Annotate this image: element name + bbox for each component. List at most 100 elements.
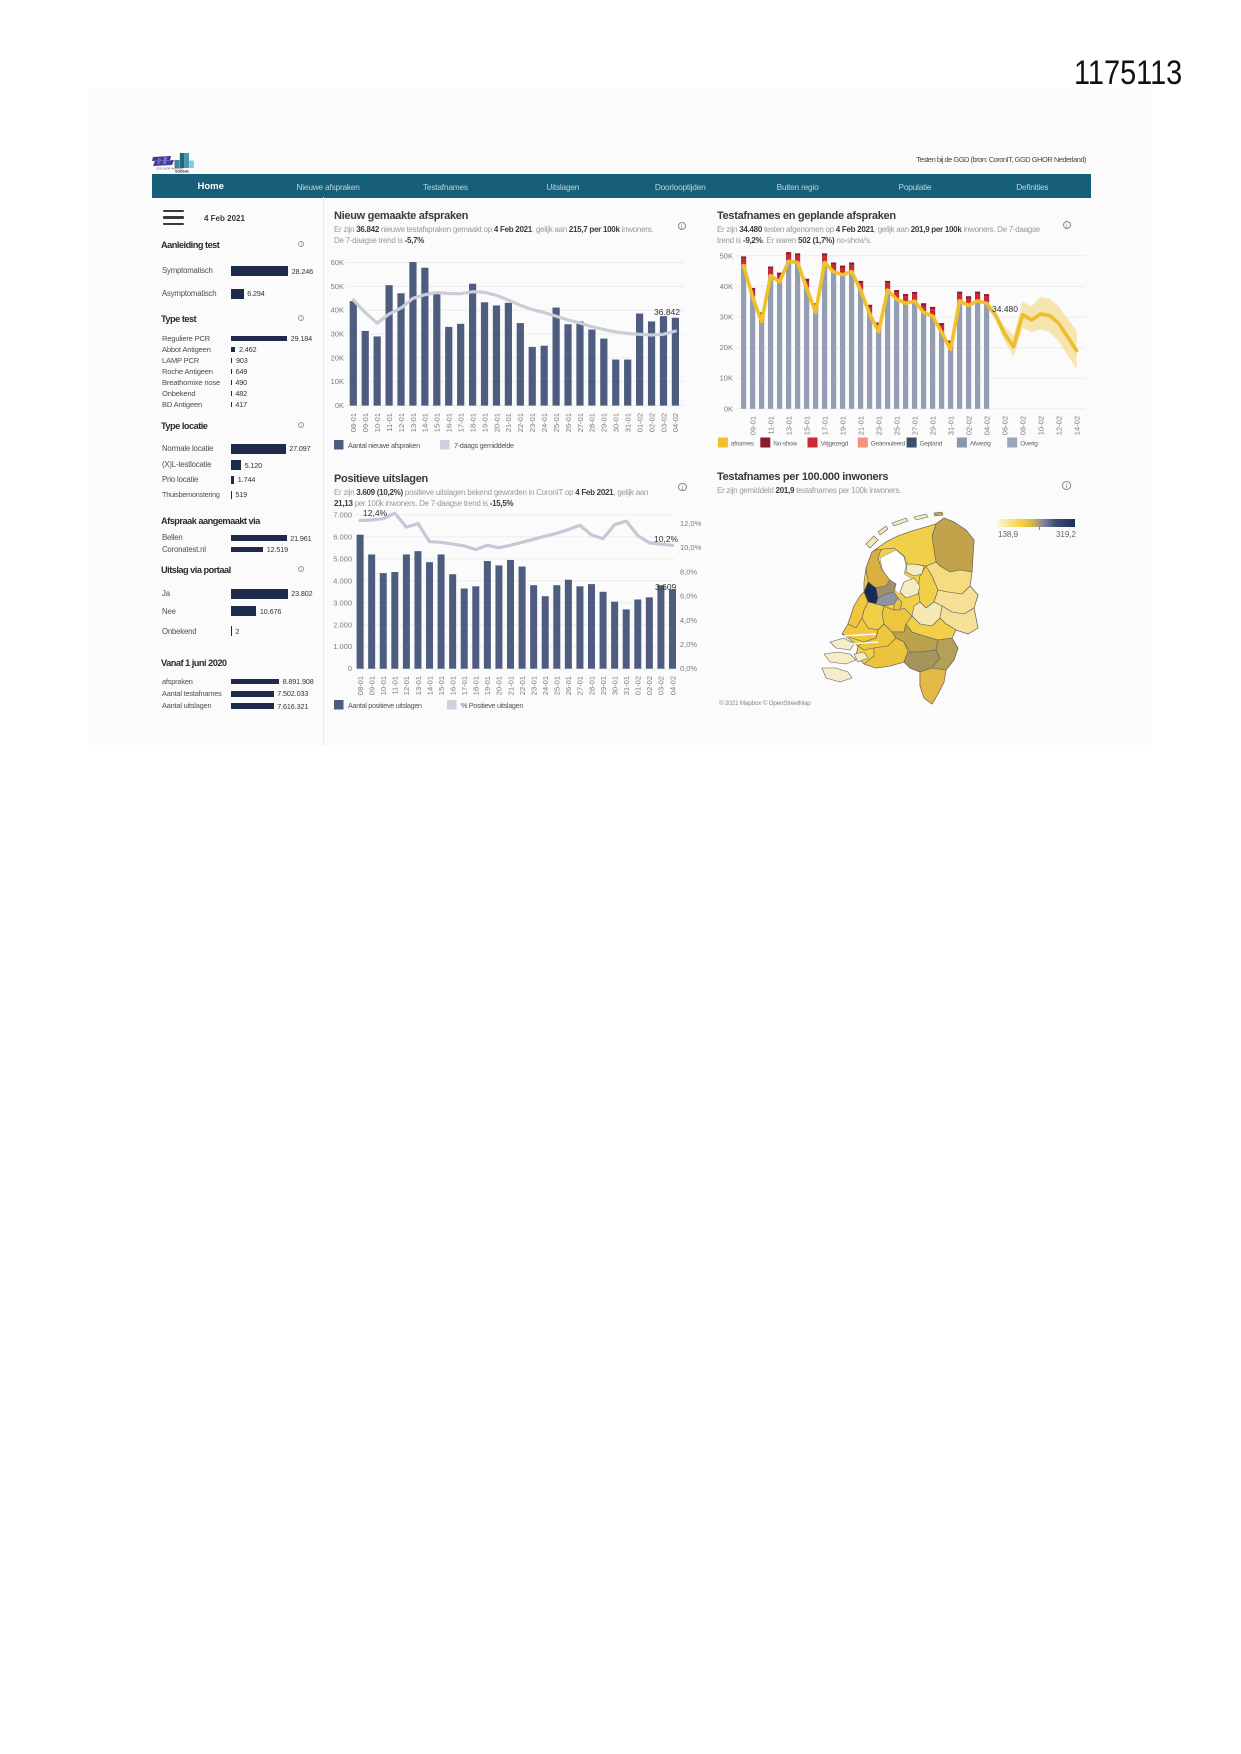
svg-text:08-01: 08-01 — [349, 413, 358, 432]
svg-text:29-01: 29-01 — [928, 416, 937, 435]
svg-text:Geannuleerd: Geannuleerd — [871, 441, 906, 448]
svg-text:17-01: 17-01 — [457, 413, 466, 432]
svg-text:36.842: 36.842 — [654, 307, 680, 317]
svg-text:06-02: 06-02 — [1000, 416, 1009, 435]
svg-text:30K: 30K — [331, 330, 344, 339]
svg-text:16-01: 16-01 — [445, 413, 454, 432]
svg-text:0: 0 — [348, 664, 352, 673]
svg-text:27-01: 27-01 — [910, 416, 919, 435]
svg-text:09-01: 09-01 — [361, 413, 370, 432]
svg-text:8,0%: 8,0% — [680, 567, 697, 576]
svg-text:27-01: 27-01 — [576, 413, 585, 432]
svg-text:12,4%: 12,4% — [363, 508, 388, 518]
svg-text:4.000: 4.000 — [333, 576, 352, 585]
svg-text:02-02: 02-02 — [645, 676, 654, 695]
svg-text:25-01: 25-01 — [892, 416, 901, 435]
svg-text:02-02: 02-02 — [964, 416, 973, 435]
svg-text:11-01: 11-01 — [391, 676, 400, 695]
svg-text:13-01: 13-01 — [414, 676, 423, 695]
svg-text:40K: 40K — [720, 282, 733, 291]
svg-text:29-01: 29-01 — [599, 676, 608, 695]
svg-text:60K: 60K — [331, 258, 344, 267]
svg-text:25-01: 25-01 — [552, 413, 561, 432]
svg-text:30-01: 30-01 — [610, 676, 619, 695]
svg-text:26-01: 26-01 — [564, 676, 573, 695]
svg-text:31-01: 31-01 — [946, 416, 955, 435]
svg-text:14-02: 14-02 — [1072, 416, 1081, 435]
svg-text:10-01: 10-01 — [379, 676, 388, 695]
svg-text:21-01: 21-01 — [856, 416, 865, 435]
svg-text:12-01: 12-01 — [397, 413, 406, 432]
svg-text:24-01: 24-01 — [541, 676, 550, 695]
svg-text:29-01: 29-01 — [600, 413, 609, 432]
svg-text:02-02: 02-02 — [647, 413, 656, 432]
svg-text:20-01: 20-01 — [492, 413, 501, 432]
svg-text:17-01: 17-01 — [820, 416, 829, 435]
svg-text:21-01: 21-01 — [506, 676, 515, 695]
svg-text:Aantal nieuwe afspraken: Aantal nieuwe afspraken — [348, 441, 420, 450]
svg-text:3.609: 3.609 — [655, 582, 677, 592]
svg-text:Afwezig: Afwezig — [970, 441, 991, 448]
svg-text:% Positieve uitslagen: % Positieve uitslagen — [461, 701, 523, 710]
svg-text:7-daags gemiddelde: 7-daags gemiddelde — [454, 441, 514, 450]
svg-text:0K: 0K — [335, 401, 344, 410]
svg-text:22-01: 22-01 — [516, 413, 525, 432]
svg-text:17-01: 17-01 — [460, 676, 469, 695]
svg-text:20-01: 20-01 — [495, 676, 504, 695]
svg-text:10-02: 10-02 — [1036, 416, 1045, 435]
svg-text:Overig: Overig — [1020, 441, 1038, 448]
svg-text:20K: 20K — [331, 353, 344, 362]
svg-text:04-02: 04-02 — [671, 413, 680, 432]
svg-text:04-02: 04-02 — [982, 416, 991, 435]
svg-text:24-01: 24-01 — [540, 413, 549, 432]
svg-text:01-02: 01-02 — [634, 676, 643, 695]
svg-text:4,0%: 4,0% — [680, 616, 697, 625]
svg-text:40K: 40K — [331, 306, 344, 315]
svg-text:7.000: 7.000 — [333, 510, 352, 519]
svg-text:3.000: 3.000 — [333, 598, 352, 607]
svg-text:15-01: 15-01 — [433, 413, 442, 432]
svg-text:19-01: 19-01 — [480, 413, 489, 432]
svg-text:23-01: 23-01 — [530, 676, 539, 695]
svg-text:13-01: 13-01 — [409, 413, 418, 432]
svg-text:28-01: 28-01 — [588, 413, 597, 432]
svg-text:04-02: 04-02 — [668, 676, 677, 695]
svg-text:19-01: 19-01 — [483, 676, 492, 695]
svg-text:12,0%: 12,0% — [680, 519, 702, 528]
svg-text:13-01: 13-01 — [784, 416, 793, 435]
svg-text:34.480: 34.480 — [992, 304, 1018, 314]
svg-text:1.000: 1.000 — [333, 642, 352, 651]
svg-text:12-01: 12-01 — [402, 676, 411, 695]
svg-text:afnames: afnames — [731, 441, 755, 448]
svg-text:10-01: 10-01 — [373, 413, 382, 432]
svg-text:Gepland: Gepland — [920, 441, 943, 448]
svg-text:18-01: 18-01 — [468, 413, 477, 432]
svg-text:01-02: 01-02 — [635, 413, 644, 432]
svg-text:27-01: 27-01 — [576, 676, 585, 695]
svg-text:No-show: No-show — [773, 441, 797, 448]
svg-text:50K: 50K — [720, 251, 733, 260]
svg-text:30-01: 30-01 — [612, 413, 621, 432]
svg-text:10,2%: 10,2% — [654, 534, 679, 544]
svg-text:GGD GHOR Nederland: GGD GHOR Nederland — [156, 167, 184, 171]
svg-text:15-01: 15-01 — [437, 676, 446, 695]
svg-text:23-01: 23-01 — [528, 413, 537, 432]
svg-text:08-01: 08-01 — [356, 676, 365, 695]
svg-text:20K: 20K — [720, 343, 733, 352]
svg-text:50K: 50K — [331, 282, 344, 291]
svg-text:08-02: 08-02 — [1018, 416, 1027, 435]
svg-text:11-01: 11-01 — [766, 416, 775, 435]
svg-text:2,0%: 2,0% — [680, 640, 697, 649]
svg-text:14-01: 14-01 — [421, 413, 430, 432]
svg-text:23-01: 23-01 — [874, 416, 883, 435]
svg-text:03-02: 03-02 — [659, 413, 668, 432]
svg-text:Vrijgezegd: Vrijgezegd — [821, 441, 849, 448]
svg-text:0K: 0K — [724, 404, 733, 413]
svg-text:18-01: 18-01 — [472, 676, 481, 695]
svg-text:21-01: 21-01 — [504, 413, 513, 432]
svg-text:6,0%: 6,0% — [680, 592, 697, 601]
svg-text:09-01: 09-01 — [748, 416, 757, 435]
svg-text:26-01: 26-01 — [564, 413, 573, 432]
svg-text:11-01: 11-01 — [385, 413, 394, 432]
svg-text:Aantal positieve uitslagen: Aantal positieve uitslagen — [348, 701, 422, 710]
